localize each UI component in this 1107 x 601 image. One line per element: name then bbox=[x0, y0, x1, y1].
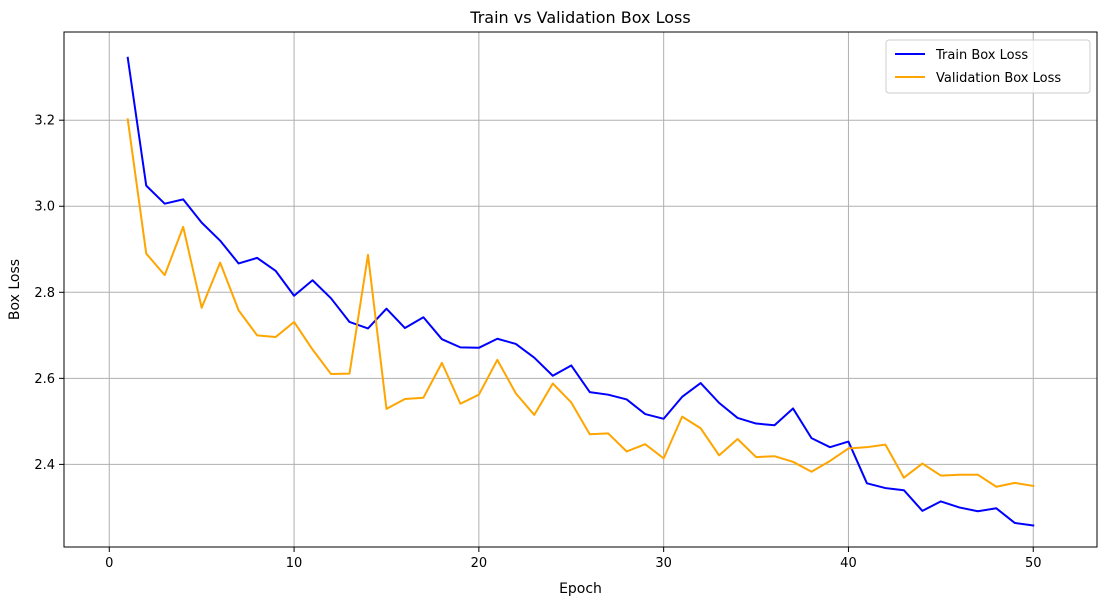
y-tick-label: 2.4 bbox=[34, 458, 55, 473]
legend-box bbox=[885, 39, 1091, 94]
plot-frame bbox=[63, 31, 1098, 548]
y-tick-label: 3.0 bbox=[34, 200, 55, 215]
legend: Train Box Loss Validation Box Loss bbox=[885, 39, 1091, 94]
y-tick-label: 2.8 bbox=[34, 286, 55, 301]
y-tick-label: 2.6 bbox=[34, 372, 55, 387]
validation-box-loss-line bbox=[126, 118, 1035, 488]
y-axis-ticks: 2.4 2.6 2.8 3.0 3.2 bbox=[34, 114, 64, 473]
legend-label-validation: Validation Box Loss bbox=[936, 71, 1061, 86]
grid bbox=[64, 32, 1097, 547]
x-tick-label: 40 bbox=[840, 556, 857, 571]
x-tick-label: 20 bbox=[471, 556, 488, 571]
y-axis-label: Box Loss bbox=[7, 259, 23, 320]
y-tick-label: 3.2 bbox=[34, 114, 55, 129]
x-axis-label: Epoch bbox=[559, 581, 602, 597]
x-axis-ticks: 0 10 20 30 40 50 bbox=[105, 547, 1042, 571]
x-tick-label: 0 bbox=[105, 556, 113, 571]
x-tick-label: 50 bbox=[1025, 556, 1042, 571]
chart-title: Train vs Validation Box Loss bbox=[469, 8, 690, 27]
x-tick-label: 30 bbox=[655, 556, 672, 571]
train-box-loss-line bbox=[126, 56, 1035, 527]
series-lines bbox=[126, 56, 1035, 527]
legend-label-train: Train Box Loss bbox=[935, 48, 1028, 63]
x-tick-label: 10 bbox=[286, 556, 303, 571]
